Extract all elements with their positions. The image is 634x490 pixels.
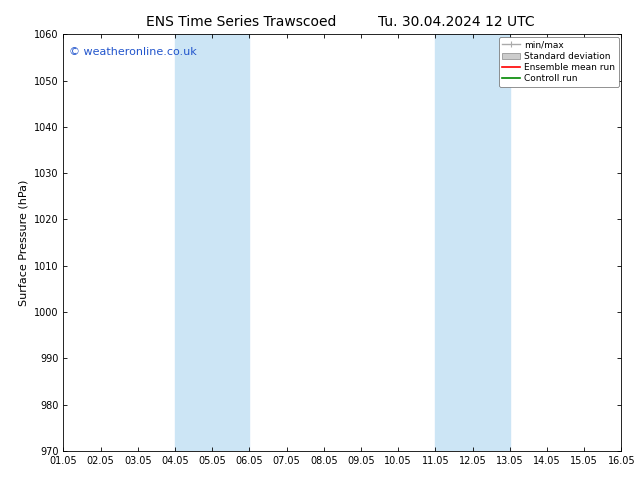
Legend: min/max, Standard deviation, Ensemble mean run, Controll run: min/max, Standard deviation, Ensemble me… xyxy=(499,37,619,87)
Y-axis label: Surface Pressure (hPa): Surface Pressure (hPa) xyxy=(18,179,29,306)
Text: ENS Time Series Trawscoed: ENS Time Series Trawscoed xyxy=(146,15,336,29)
Bar xyxy=(436,34,510,451)
Text: Tu. 30.04.2024 12 UTC: Tu. 30.04.2024 12 UTC xyxy=(378,15,535,29)
Bar xyxy=(175,34,249,451)
Text: © weatheronline.co.uk: © weatheronline.co.uk xyxy=(69,47,197,57)
